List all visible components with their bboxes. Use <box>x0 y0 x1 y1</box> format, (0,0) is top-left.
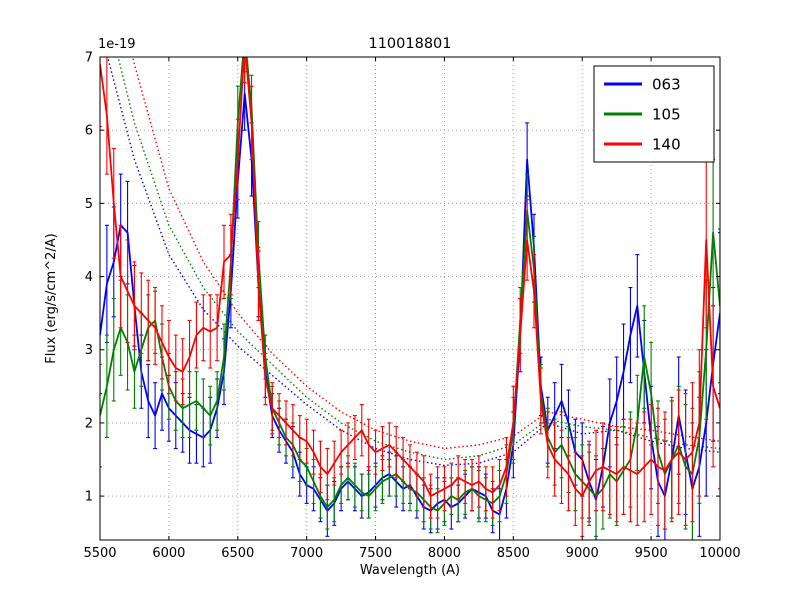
plot-title: 110018801 <box>368 36 451 52</box>
legend-item-063: 063 <box>604 76 681 94</box>
y-tick-label: 5 <box>85 197 93 212</box>
y-tick-label: 1 <box>85 490 93 505</box>
y-axis-label: Flux (erg/s/cm^2/A) <box>44 233 59 363</box>
y-tick-label: 4 <box>85 270 93 285</box>
x-tick-label: 6000 <box>152 546 185 561</box>
x-axis-label: Wavelength (A) <box>360 563 460 578</box>
data-layer <box>100 57 720 540</box>
y-tick-labels: 1 2 3 4 5 6 7 <box>85 51 93 505</box>
x-tick-label: 8500 <box>497 546 530 561</box>
x-tick-label: 10000 <box>699 546 740 561</box>
legend-label: 063 <box>652 76 681 94</box>
x-tick-label: 6500 <box>221 546 254 561</box>
x-tick-label: 7500 <box>359 546 392 561</box>
legend-item-105: 105 <box>604 106 681 124</box>
y-axis-offset-label: 1e-19 <box>98 37 136 52</box>
x-tick-label: 8000 <box>428 546 461 561</box>
y-tick-label: 7 <box>85 51 93 66</box>
series-line-140 <box>100 57 720 497</box>
legend-label: 105 <box>652 106 681 124</box>
y-tick-label: 2 <box>85 416 93 431</box>
legend: 063 105 140 <box>593 65 715 163</box>
y-tick-label: 3 <box>85 343 93 358</box>
axes-frame <box>99 56 721 541</box>
y-tick-label: 6 <box>85 124 93 139</box>
x-tick-label: 7000 <box>290 546 323 561</box>
legend-label: 140 <box>652 136 681 154</box>
x-tick-label: 5500 <box>83 546 116 561</box>
x-tick-label: 9500 <box>635 546 668 561</box>
x-tick-labels: 5500 6000 6500 7000 7500 8000 8500 9000 9500 1000… <box>83 546 740 561</box>
tick-marks <box>99 56 721 540</box>
legend-item-140: 140 <box>604 136 681 154</box>
x-tick-label: 9000 <box>566 546 599 561</box>
